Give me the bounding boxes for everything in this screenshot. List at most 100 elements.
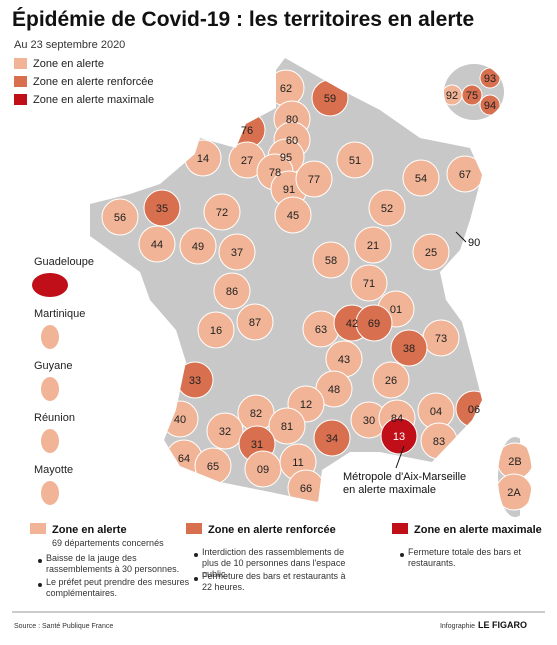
department: [390, 329, 428, 367]
department-code: 60: [286, 135, 298, 147]
department: [354, 226, 392, 264]
department-code: 37: [231, 247, 243, 259]
department-code: 33: [189, 375, 201, 387]
bullet-text: Interdiction des rassemblements de plus …: [202, 547, 346, 577]
department: [236, 303, 274, 341]
department-code: 01: [390, 304, 402, 316]
department: [197, 311, 235, 349]
department: [203, 193, 241, 231]
department-code: 93: [484, 73, 496, 85]
department-code: 13: [393, 431, 405, 443]
department-code: 73: [435, 333, 447, 345]
department-code: 30: [363, 415, 375, 427]
bullet-box: Baisse de la jauge des rassemblements à …: [46, 553, 180, 574]
annotation: Métropole d'Aix-Marseille: [343, 471, 466, 483]
department-code: 38: [403, 343, 415, 355]
department-code: 12: [300, 399, 312, 411]
overseas-shape: [41, 481, 59, 505]
subtitle: 69 départements concernés: [52, 538, 164, 548]
department-code: 92: [446, 90, 458, 102]
department: [101, 198, 139, 236]
department-code: 43: [338, 354, 350, 366]
bullet-box: Interdiction des rassemblements de plus …: [202, 547, 346, 577]
title: Épidémie de Covid-19 : les territoires e…: [12, 8, 474, 31]
department-code: 44: [151, 239, 163, 251]
legend-heading: Zone en alerte: [52, 524, 127, 536]
territory: [90, 58, 532, 517]
department-code: 48: [328, 384, 340, 396]
overseas-shape: [41, 429, 59, 453]
credit: Infographie: [440, 623, 475, 630]
department: [368, 189, 406, 227]
department-code: 87: [249, 317, 261, 329]
date: Au 23 septembre 2020: [14, 39, 125, 51]
department-code: 09: [257, 464, 269, 476]
overseas: Guadeloupe Martinique Guyane Réunion Mayotte: [32, 256, 94, 505]
department-code: 16: [210, 325, 222, 337]
department-code: 14: [197, 153, 209, 165]
department-code: 66: [300, 483, 312, 495]
overseas-shape: [41, 377, 59, 401]
department: [312, 241, 350, 279]
pointer: [395, 445, 405, 469]
legend: Zone en alerte Zone en alerte renforcée Zo…: [14, 58, 154, 106]
overseas-name: Guadeloupe: [34, 256, 94, 268]
department-code: 72: [216, 207, 228, 219]
department-code: 82: [250, 408, 262, 420]
bullet-text: Fermeture totale des bars et restaurants…: [408, 547, 522, 568]
legend-label: Zone en alerte maximale: [33, 94, 154, 106]
department-code: 81: [281, 421, 293, 433]
explanations: Zone en alerte 69 départements concernés B…: [30, 523, 542, 598]
department-code: 67: [459, 169, 471, 181]
department-code: 11: [292, 457, 303, 469]
department-code: 04: [430, 406, 442, 418]
department: [336, 141, 374, 179]
overseas-shape: [41, 325, 59, 349]
department-code: 58: [325, 255, 337, 267]
department-code: 64: [178, 453, 190, 465]
department-code: 2A: [507, 487, 521, 499]
brand: LE FIGARO: [478, 620, 527, 630]
department: [350, 264, 388, 302]
bullet-text: Baisse de la jauge des rassemblements à …: [46, 553, 180, 574]
department: [274, 196, 312, 234]
overseas-shape: [32, 273, 68, 297]
department: [372, 361, 410, 399]
annotation: en alerte maximale: [343, 484, 436, 496]
overseas-name: Guyane: [34, 360, 73, 372]
department-code: 59: [324, 93, 336, 105]
department-code: 26: [385, 375, 397, 387]
department-code: 49: [192, 241, 204, 253]
source: Source : Santé Publique France: [14, 623, 113, 630]
department: [143, 189, 181, 227]
department-code: 95: [280, 152, 292, 164]
department-code: 25: [425, 247, 437, 259]
department-code: 94: [484, 100, 496, 112]
legend-swatch: [14, 58, 27, 69]
legend-label: Zone en alerte renforcée: [33, 76, 153, 88]
bullet-text: Le préfet peut prendre des mesures compl…: [46, 577, 190, 598]
department-code: 65: [207, 461, 219, 473]
bullet-dot: [194, 577, 198, 581]
department-code: 84: [391, 413, 403, 425]
department: [213, 272, 251, 310]
department-code: 35: [156, 203, 168, 215]
department: [479, 94, 501, 116]
department-code: 54: [415, 173, 427, 185]
overseas-name: Martinique: [34, 308, 85, 320]
department-code: 21: [367, 240, 379, 252]
department-code: 77: [308, 174, 320, 186]
department-code: 27: [241, 155, 253, 167]
legend-heading: Zone en alerte renforcée: [208, 524, 336, 536]
department-code: 76: [241, 125, 253, 137]
legend-swatch: [14, 94, 27, 105]
legend-swatch: [392, 523, 408, 534]
department: [206, 412, 244, 450]
bullet-box: Fermeture totale des bars et restaurants…: [408, 547, 522, 568]
department-code: 42: [346, 318, 358, 330]
department: [412, 233, 450, 271]
department-code: 80: [286, 114, 298, 126]
